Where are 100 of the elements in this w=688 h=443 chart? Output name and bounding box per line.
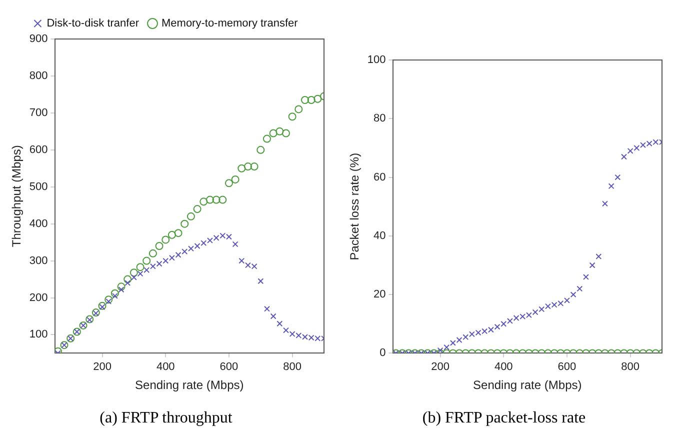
point (558, 300, 564, 306)
y-tick-label: 0 (380, 347, 386, 360)
point (551, 302, 558, 308)
y-tick-label: 700 (29, 106, 48, 119)
point (456, 337, 462, 343)
y-tick-label: 300 (29, 254, 48, 267)
point (117, 282, 126, 291)
point (104, 296, 113, 304)
point (244, 162, 252, 171)
point (137, 270, 144, 277)
point (231, 175, 240, 184)
y-tick-label: 900 (29, 33, 48, 46)
point (200, 198, 208, 206)
point (308, 334, 314, 341)
y-tick-label: 600 (29, 144, 48, 156)
point (175, 252, 182, 258)
point (264, 306, 270, 312)
y-tick-label: 40 (374, 230, 386, 242)
point (156, 260, 162, 267)
point (136, 263, 144, 272)
x-tick-label: 600 (558, 360, 576, 373)
point (296, 332, 302, 338)
point (118, 286, 124, 293)
point (482, 328, 488, 334)
x-tick-label: 200 (431, 360, 450, 373)
point (544, 303, 551, 310)
y-tick-label: 400 (29, 218, 48, 230)
point (124, 275, 132, 284)
y-tick-label: 100 (367, 54, 386, 66)
y-tick-label: 80 (374, 112, 386, 125)
y-tick-label: 200 (29, 292, 48, 304)
y-tick-label: 60 (374, 171, 386, 184)
point (307, 96, 316, 104)
point (193, 205, 202, 214)
x-tick-label: 800 (621, 360, 640, 373)
point (200, 240, 207, 246)
point (174, 229, 182, 238)
x-axis-title: Sending rate (Mbps) (473, 378, 582, 392)
point (276, 127, 284, 136)
legend-label: Memory-to-memory transfer (162, 18, 298, 30)
point (602, 200, 608, 207)
point (596, 253, 602, 260)
text: (a) FRTP throughput (100, 410, 233, 427)
point (314, 335, 321, 342)
point (162, 258, 169, 264)
y-tick-label: 20 (374, 288, 386, 301)
point (269, 129, 278, 138)
point (300, 96, 309, 104)
point (652, 139, 659, 146)
point (468, 331, 475, 338)
point (294, 105, 303, 114)
point (245, 262, 251, 268)
point (506, 318, 513, 324)
point (206, 196, 214, 204)
x-tick-label: 200 (93, 360, 112, 373)
point (444, 344, 450, 350)
point (475, 330, 482, 336)
x-tick-label: 800 (283, 360, 302, 373)
point (520, 314, 526, 320)
point (99, 304, 106, 310)
text: (b) FRTP packet-loss rate (422, 410, 586, 427)
point (634, 144, 640, 151)
point (218, 196, 227, 204)
point (213, 234, 220, 241)
point (494, 324, 500, 330)
point (168, 230, 176, 239)
y-axis-title: Throughput (Mbps) (10, 145, 24, 248)
point (614, 174, 621, 180)
point (144, 267, 150, 274)
point (570, 292, 576, 298)
x-tick-label: 400 (156, 360, 175, 373)
point (206, 237, 213, 244)
x-tick-label: 600 (220, 360, 238, 373)
y-tick-label: 100 (29, 328, 48, 341)
y-tick-label: 500 (29, 180, 48, 193)
point (250, 162, 258, 171)
point (112, 292, 118, 299)
point (646, 140, 652, 147)
point (538, 306, 545, 312)
point (256, 146, 265, 154)
point (564, 297, 570, 304)
y-axis-title: Packet loss rate (%) (348, 152, 362, 260)
point (194, 243, 200, 249)
point (130, 268, 138, 277)
point (289, 331, 296, 337)
point (251, 263, 258, 270)
point (462, 334, 469, 340)
point (513, 315, 520, 321)
point (186, 212, 195, 220)
point (212, 196, 220, 204)
point (238, 258, 245, 264)
point (640, 142, 646, 148)
point (532, 309, 538, 316)
point (576, 286, 583, 292)
point (314, 94, 322, 103)
point (155, 242, 164, 250)
point (142, 256, 151, 265)
point (302, 334, 308, 340)
point (500, 320, 507, 327)
point (589, 262, 596, 268)
